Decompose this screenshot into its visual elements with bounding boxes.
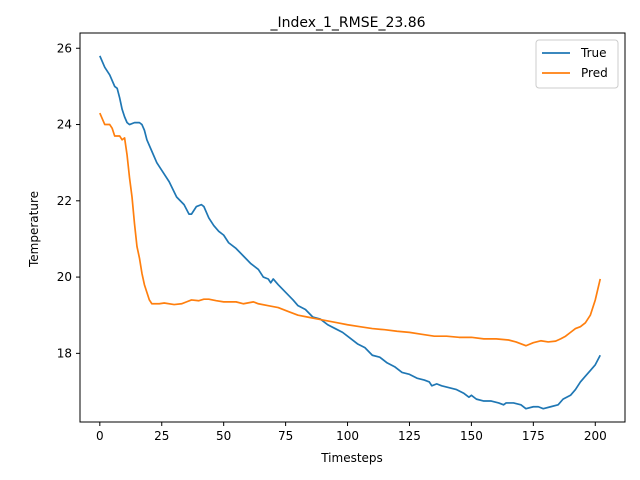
y-tick-label: 26 [57, 41, 72, 55]
series-line-pred [99, 112, 602, 347]
x-tick-label: 0 [96, 429, 104, 443]
y-tick-label: 20 [57, 270, 72, 284]
y-tick-label: 22 [57, 194, 72, 208]
axes-layer: 0 25 50 75 100 125 150 175 200 18 20 22 24 26 [57, 41, 607, 443]
x-tick-label: 50 [216, 429, 231, 443]
y-tick-label: 24 [57, 118, 72, 132]
x-tick-label: 125 [398, 429, 421, 443]
y-tick-label: 18 [57, 346, 72, 360]
legend-label: True [580, 46, 607, 60]
x-tick-label: 150 [460, 429, 483, 443]
legend: True Pred [535, 39, 619, 89]
x-tick-label: 100 [336, 429, 359, 443]
x-axis-label: Timesteps [320, 451, 383, 465]
x-tick-label: 175 [522, 429, 545, 443]
x-tick-label: 200 [584, 429, 607, 443]
series-layer [99, 55, 602, 410]
chart-title: _Index_1_RMSE_23.86 [269, 15, 425, 31]
x-tick-label: 25 [154, 429, 169, 443]
plot-frame [79, 32, 626, 423]
x-tick-label: 75 [278, 429, 293, 443]
legend-box [535, 39, 619, 89]
legend-label: Pred [581, 66, 608, 80]
y-axis-label: Temperature [27, 191, 41, 268]
